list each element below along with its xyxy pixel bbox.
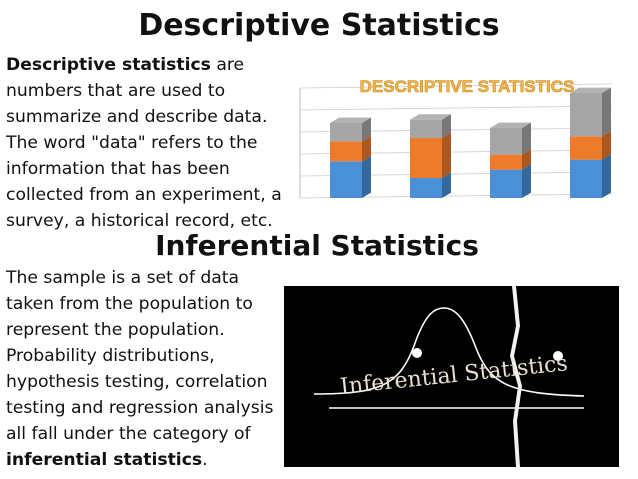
curve-point-left xyxy=(412,348,422,358)
bar-segment-side xyxy=(442,172,451,198)
bar-segment-side xyxy=(522,149,531,170)
crack-line xyxy=(510,286,522,467)
bar-top xyxy=(490,122,531,128)
bar-segment xyxy=(490,169,522,198)
bar-segment-side xyxy=(602,130,611,160)
chart-gridline xyxy=(299,105,613,111)
bar-segment-side xyxy=(442,114,451,138)
bar-segment xyxy=(410,119,442,138)
chart-gridline xyxy=(299,83,613,89)
bar-segment-side xyxy=(362,155,371,198)
bar-segment-side xyxy=(522,122,531,155)
bar-segment-side xyxy=(522,164,531,198)
bar-segment xyxy=(570,159,602,198)
bar-segment-side xyxy=(362,135,371,162)
inferential-bold-term: inferential statistics xyxy=(6,450,203,470)
inferential-paragraph: The sample is a set of data taken from t… xyxy=(6,265,286,473)
bar-top xyxy=(410,114,451,120)
bell-curve xyxy=(313,307,585,397)
bar-segment xyxy=(330,141,362,162)
bar-segment xyxy=(330,123,362,142)
chart-bars xyxy=(330,87,611,198)
descriptive-chart-image: DESCRIPTIVE STATISTICS xyxy=(299,77,613,199)
inferential-text: The sample is a set of data taken from t… xyxy=(6,268,274,444)
title-descriptive: Descriptive Statistics xyxy=(138,8,500,43)
bar-top xyxy=(330,117,371,123)
bar-segment xyxy=(490,154,522,170)
chart-banner-text: DESCRIPTIVE STATISTICS xyxy=(360,77,575,96)
bar-top xyxy=(570,87,611,93)
descriptive-text: are numbers that are used to summarize a… xyxy=(6,55,282,231)
bar-segment xyxy=(490,128,522,155)
inferential-end: . xyxy=(202,450,208,470)
bar-segment-side xyxy=(602,87,611,137)
inferential-statistics-image: Inferential Statistics xyxy=(284,286,619,467)
bar-segment-side xyxy=(442,132,451,178)
descriptive-bold-term: Descriptive statistics xyxy=(6,55,211,75)
title-inferential: Inferential Statistics xyxy=(155,229,479,262)
bar-segment-side xyxy=(602,154,611,198)
bar-segment xyxy=(570,93,602,137)
bar-segment xyxy=(570,136,602,160)
curve-point-right xyxy=(553,351,563,361)
photo-background xyxy=(284,286,619,467)
bar-segment-side xyxy=(362,117,371,142)
bar-segment xyxy=(330,161,362,198)
bar-segment xyxy=(410,178,442,198)
descriptive-paragraph: Descriptive statistics are numbers that … xyxy=(6,52,296,234)
bar-segment xyxy=(410,138,442,178)
